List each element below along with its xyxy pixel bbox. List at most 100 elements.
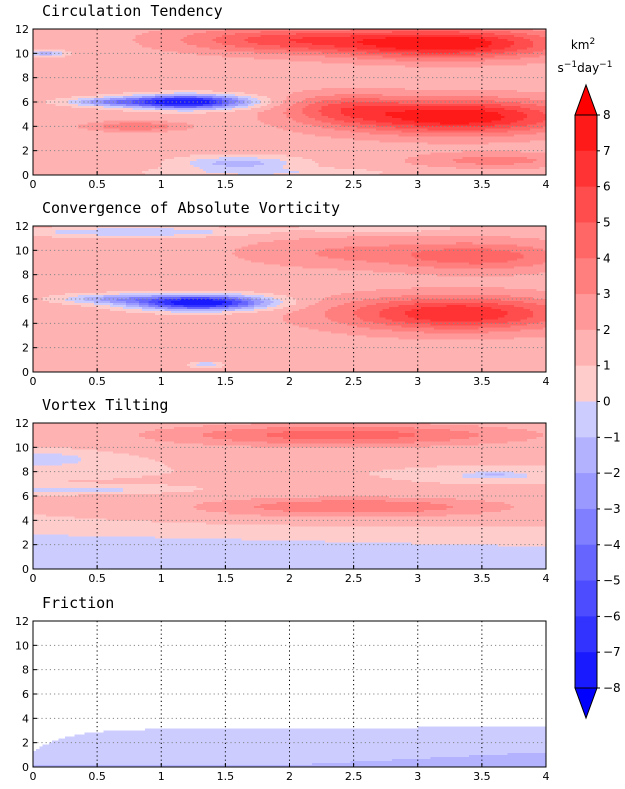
x-tick-label: 4: [543, 375, 550, 388]
y-tick-label: 4: [22, 514, 29, 527]
y-tick-label: 8: [22, 72, 29, 85]
x-tick-label: 4: [543, 770, 550, 783]
y-tick-label: 2: [22, 145, 29, 158]
colorbar-tick-label: −2: [603, 466, 621, 480]
colorbar-segment: [575, 150, 597, 188]
y-tick-label: 10: [15, 441, 29, 454]
y-tick-label: 12: [15, 23, 29, 36]
y-tick-label: 8: [22, 466, 29, 479]
y-tick-label: 4: [22, 712, 29, 725]
y-tick-label: 8: [22, 664, 29, 677]
colorbar-tick-label: −7: [603, 645, 621, 659]
colorbar-segment: [575, 186, 597, 223]
panel-title: Friction: [42, 594, 114, 612]
y-tick-label: 10: [15, 639, 29, 652]
colorbar-tick-label: −1: [603, 430, 621, 444]
colorbar-segment: [575, 222, 597, 259]
y-tick-label: 12: [15, 220, 29, 233]
x-tick-label: 0.5: [88, 572, 106, 585]
colorbar-unit-line-2: s−1day−1: [558, 60, 613, 75]
contour-field: [33, 29, 547, 176]
colorbar-segment: [575, 365, 597, 402]
x-tick-label: 0.5: [88, 770, 106, 783]
y-tick-label: 2: [22, 737, 29, 750]
colorbar-segment: [575, 329, 597, 367]
colorbar-segment: [575, 115, 597, 152]
y-tick-label: 10: [15, 244, 29, 257]
colorbar-tick-label: 4: [603, 251, 611, 265]
x-tick-label: 3.5: [473, 375, 491, 388]
y-tick-label: 12: [15, 417, 29, 430]
panel-title: Vortex Tilting: [42, 396, 168, 414]
y-tick-label: 0: [22, 169, 29, 182]
colorbar-tick-label: 2: [603, 323, 611, 337]
colorbar: km² s⁻¹day⁻¹km2s−1day−1876543210−1−2−3−4…: [558, 37, 621, 720]
x-tick-label: 3.5: [473, 770, 491, 783]
colorbar-tick-label: 6: [603, 180, 611, 194]
y-tick-label: 12: [15, 615, 29, 628]
x-tick-label: 1: [158, 572, 165, 585]
y-tick-label: 6: [22, 96, 29, 109]
x-tick-label: 0: [30, 770, 37, 783]
panel-title: Convergence of Absolute Vorticity: [42, 199, 340, 217]
panel-title: Circulation Tendency: [42, 2, 223, 20]
x-tick-label: 0: [30, 572, 37, 585]
x-tick-label: 3: [414, 375, 421, 388]
x-tick-label: 1.5: [217, 572, 235, 585]
x-tick-label: 3: [414, 770, 421, 783]
colorbar-segment: [575, 401, 597, 438]
y-tick-label: 4: [22, 317, 29, 330]
x-tick-label: 1.5: [217, 770, 235, 783]
x-tick-label: 1.5: [217, 375, 235, 388]
x-tick-label: 2: [286, 375, 293, 388]
x-tick-label: 3.5: [473, 178, 491, 191]
y-tick-label: 0: [22, 563, 29, 576]
colorbar-tick-label: 1: [603, 359, 611, 373]
x-tick-label: 1.5: [217, 178, 235, 191]
colorbar-tick-label: −3: [603, 502, 621, 516]
x-tick-label: 3.5: [473, 572, 491, 585]
x-tick-label: 1: [158, 770, 165, 783]
x-tick-label: 4: [543, 572, 550, 585]
x-tick-label: 0: [30, 375, 37, 388]
colorbar-segment: [575, 437, 597, 474]
y-tick-label: 2: [22, 342, 29, 355]
x-tick-label: 0.5: [88, 375, 106, 388]
colorbar-segment: [575, 473, 597, 510]
colorbar-tick-label: 7: [603, 144, 611, 158]
colorbar-segment: [575, 294, 597, 331]
colorbar-segment: [575, 580, 597, 617]
colorbar-tick-label: 0: [603, 395, 611, 409]
panel-3: Vortex Tilting 0 0.5 1 1.5 2 2.5 3 3.5 4 0 2 4 6 8 10 12: [15, 396, 550, 585]
x-tick-label: 2: [286, 572, 293, 585]
y-tick-label: 2: [22, 539, 29, 552]
colorbar-segment: [575, 544, 597, 582]
x-tick-label: 2: [286, 178, 293, 191]
colorbar-tick-label: −6: [603, 609, 621, 623]
colorbar-tick-label: 5: [603, 215, 611, 229]
colorbar-arrow-bottom: [574, 687, 598, 720]
colorbar-arrow-top: [574, 83, 598, 116]
colorbar-tick-label: 3: [603, 287, 611, 301]
colorbar-segment: [575, 258, 597, 295]
x-tick-label: 1: [158, 375, 165, 388]
colorbar-unit-line-1: km2: [571, 37, 595, 52]
x-tick-label: 1: [158, 178, 165, 191]
colorbar-tick-label: −8: [603, 681, 621, 695]
colorbar-segment: [575, 508, 597, 546]
panel-4: Friction 0 0.5 1 1.5 2 2.5 3 3.5 4 0 2 4 6 8 10 12: [15, 594, 550, 783]
colorbar-segment: [575, 652, 597, 689]
panel-1: Circulation Tendency 0 0.5 1 1.5 2 2.5 3 3.5 4 0 2 4…: [15, 2, 550, 191]
y-tick-label: 6: [22, 490, 29, 503]
x-tick-label: 4: [543, 178, 550, 191]
colorbar-tick-label: −5: [603, 574, 621, 588]
x-tick-label: 2: [286, 770, 293, 783]
y-tick-label: 0: [22, 366, 29, 379]
x-tick-label: 3: [414, 572, 421, 585]
y-tick-label: 6: [22, 293, 29, 306]
colorbar-tick-label: −4: [603, 538, 621, 552]
x-tick-label: 3: [414, 178, 421, 191]
x-tick-label: 0: [30, 178, 37, 191]
x-tick-label: 2.5: [345, 375, 363, 388]
